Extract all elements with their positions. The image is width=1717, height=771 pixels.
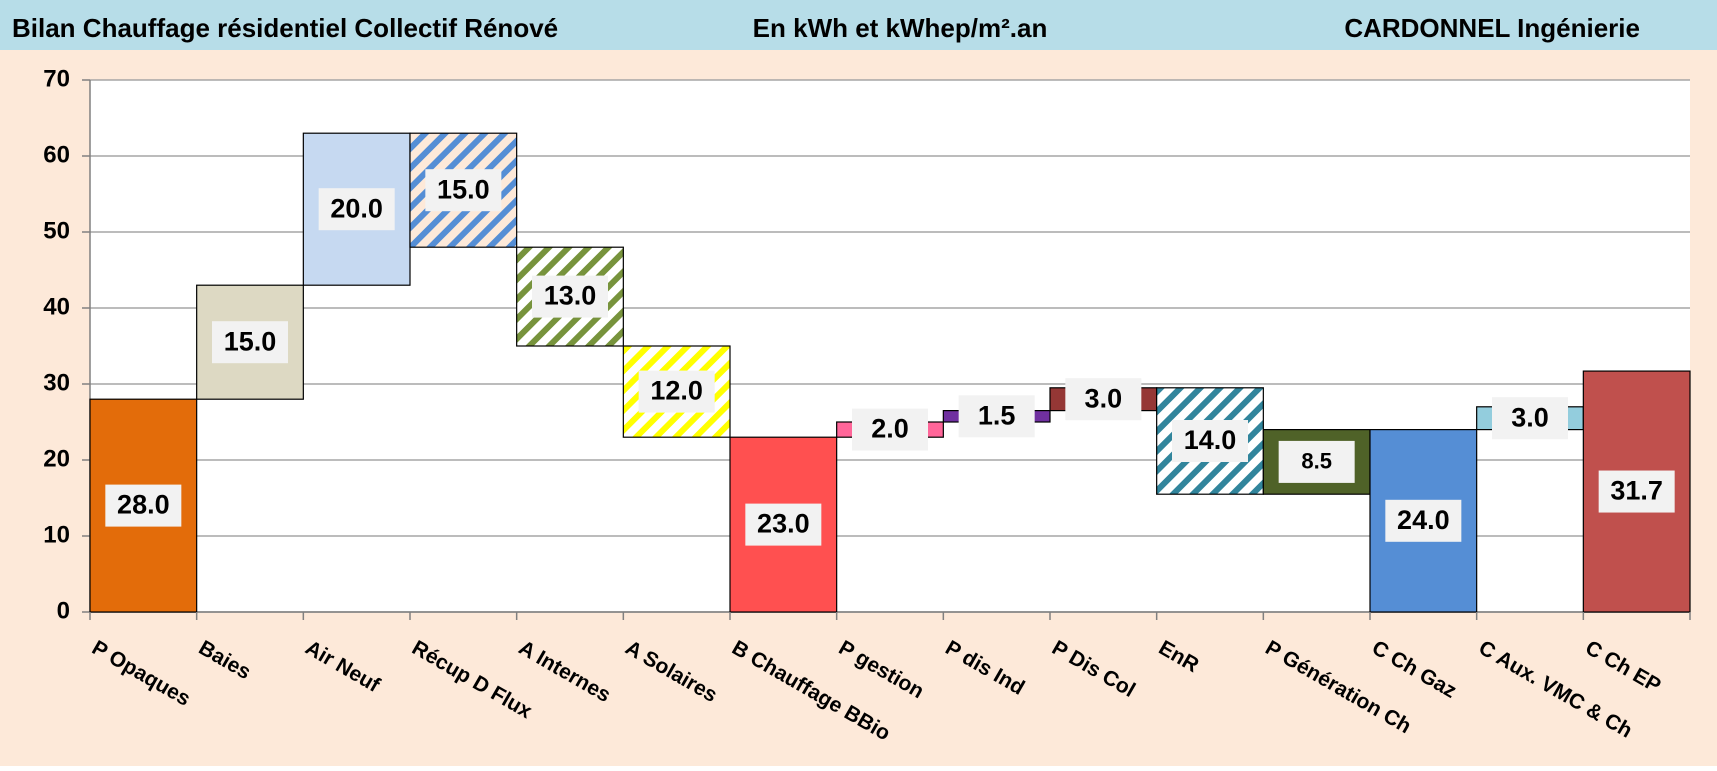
company: CARDONNEL Ingénierie	[1344, 13, 1640, 43]
value-label: 15.0	[437, 174, 490, 204]
value-label: 24.0	[1397, 505, 1450, 535]
value-label-box	[532, 275, 608, 318]
value-label-box	[958, 395, 1035, 438]
value-label-box	[425, 169, 502, 212]
value-label-box	[1172, 420, 1248, 462]
value-label: 28.0	[117, 490, 170, 520]
value-label: 23.0	[757, 509, 810, 539]
header-bar	[0, 0, 1717, 50]
value-label-box	[105, 484, 182, 527]
value-label-box	[852, 408, 928, 451]
value-label-box	[318, 188, 395, 231]
value-label: 3.0	[1511, 402, 1549, 432]
value-label: 2.0	[871, 414, 909, 444]
value-label: 31.7	[1610, 476, 1663, 506]
value-label-box	[1385, 499, 1462, 542]
value-label-box	[638, 370, 715, 413]
y-tick-label: 20	[43, 445, 70, 472]
value-label: 13.0	[544, 281, 597, 311]
value-label: 14.0	[1184, 425, 1237, 455]
value-label: 15.0	[224, 326, 277, 356]
y-tick-label: 70	[43, 65, 70, 92]
y-tick-label: 10	[43, 521, 70, 548]
chart-title: Bilan Chauffage résidentiel Collectif Ré…	[12, 13, 558, 43]
value-label: 20.0	[330, 193, 383, 223]
value-label-box	[1278, 440, 1355, 483]
value-label: 12.0	[650, 376, 703, 406]
y-tick-label: 30	[43, 369, 70, 396]
chart-subtitle: En kWh et kWhep/m².an	[753, 13, 1048, 43]
value-label: 1.5	[978, 400, 1016, 430]
value-label-box	[1065, 378, 1142, 421]
value-label-box	[1598, 470, 1675, 513]
y-tick-label: 0	[57, 597, 70, 624]
value-label: 3.0	[1085, 383, 1123, 413]
y-tick-label: 40	[43, 293, 70, 320]
value-label-box	[1492, 397, 1568, 440]
value-label-box	[212, 321, 288, 364]
value-label: 8.5	[1301, 449, 1332, 474]
y-tick-label: 50	[43, 217, 70, 244]
y-tick-label: 60	[43, 141, 70, 168]
value-label-box	[745, 503, 822, 546]
